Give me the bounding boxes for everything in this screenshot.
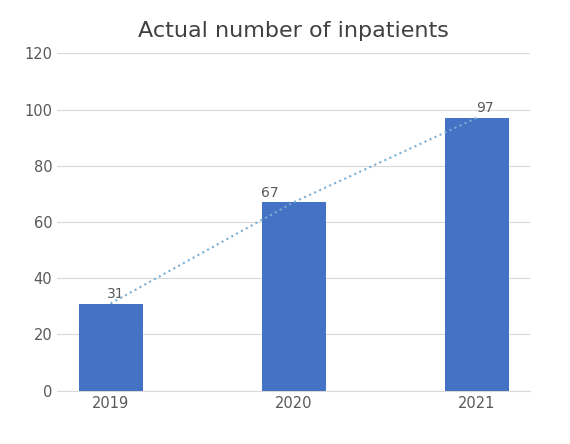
- Bar: [79, 304, 142, 391]
- Text: 31: 31: [107, 287, 124, 301]
- Text: 97: 97: [477, 101, 494, 115]
- Title: Actual number of inpatients: Actual number of inpatients: [138, 20, 449, 40]
- Bar: [445, 118, 508, 391]
- Bar: [262, 202, 325, 391]
- Text: 67: 67: [260, 186, 278, 199]
